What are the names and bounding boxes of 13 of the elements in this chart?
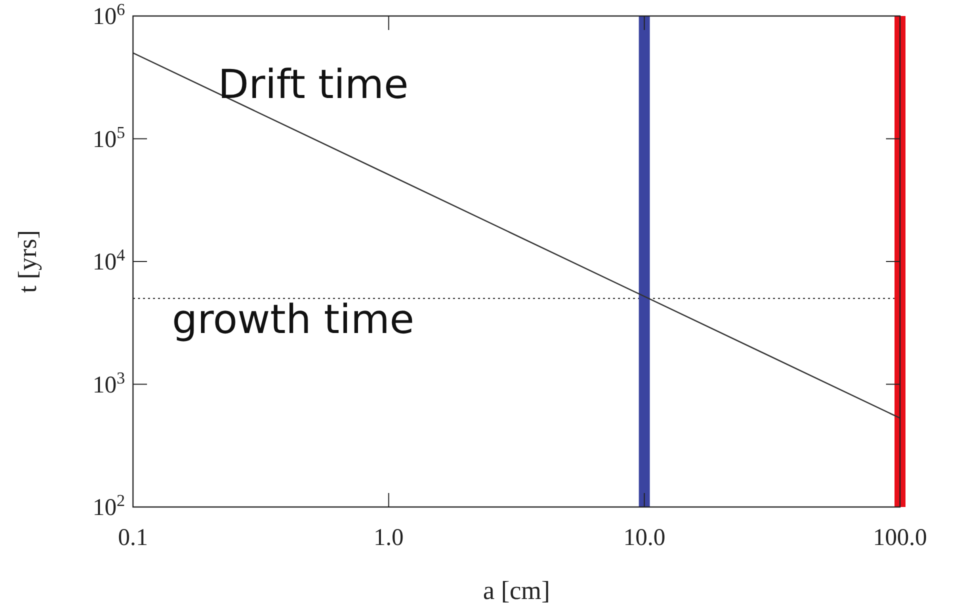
y-axis-title: t [yrs] (13, 230, 42, 293)
y-tick-label: 10$^{5}$ (92, 122, 125, 153)
y-tick-label: 10$^{2}$ (92, 490, 125, 521)
x-tick-label: 0.1 (118, 525, 148, 551)
y-tick-label: 10$^{6}$ (92, 0, 125, 30)
x-axis-title: a [cm] (482, 576, 550, 605)
y-tick-label: 10$^{4}$ (92, 245, 126, 276)
annotation: Drift time (218, 62, 409, 108)
x-tick-label: 1.0 (374, 525, 404, 551)
y-tick-label: 10$^{3}$ (92, 368, 125, 398)
annotation: growth time (172, 297, 414, 343)
x-tick-label: 100.0 (873, 525, 927, 551)
x-tick-label: 10.0 (623, 525, 666, 551)
